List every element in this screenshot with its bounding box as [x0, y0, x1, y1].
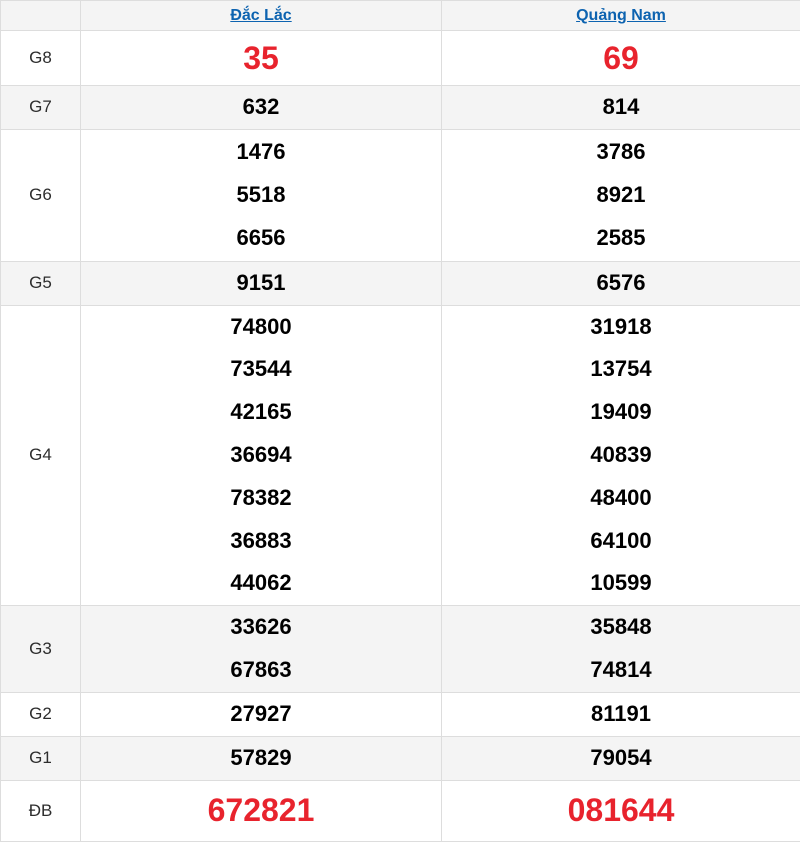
- prize-number: 33626: [81, 606, 441, 649]
- prize-number: 19409: [442, 391, 800, 434]
- province-link-dac-lac[interactable]: Đắc Lắc: [230, 7, 291, 24]
- table-header-row: Đắc Lắc Quảng Nam: [1, 1, 800, 31]
- prize-number: 69: [442, 39, 800, 77]
- prize-number: 36883: [81, 520, 441, 563]
- prize-number: 1476: [81, 131, 441, 174]
- tier-label: G1: [29, 748, 52, 767]
- prize-number: 9151: [81, 262, 441, 305]
- jackpot-number: 081644: [442, 791, 800, 829]
- prize-number: 81191: [442, 693, 800, 736]
- tier-label: G4: [29, 445, 52, 464]
- tier-label: G3: [29, 639, 52, 658]
- table-row-g1: G1 57829 79054: [1, 736, 800, 780]
- prize-number: 57829: [81, 737, 441, 780]
- table-row-db: ĐB 672821 081644: [1, 780, 800, 841]
- header-province-1: Đắc Lắc: [81, 1, 442, 31]
- prize-number: 79054: [442, 737, 800, 780]
- prize-number: 13754: [442, 348, 800, 391]
- prize-number: 8921: [442, 174, 800, 217]
- table-row-g7: G7 632 814: [1, 86, 800, 130]
- prize-number: 64100: [442, 520, 800, 563]
- tier-label: G8: [29, 48, 52, 67]
- tier-label: G7: [29, 97, 52, 116]
- prize-number: 31918: [442, 306, 800, 349]
- table-row-g4: G4 74800 73544 42165 36694 78382 36883 4…: [1, 305, 800, 606]
- prize-number: 74814: [442, 649, 800, 692]
- prize-number: 6656: [81, 217, 441, 260]
- prize-number: 3786: [442, 131, 800, 174]
- prize-number: 27927: [81, 693, 441, 736]
- prize-number: 78382: [81, 477, 441, 520]
- prize-number: 73544: [81, 348, 441, 391]
- prize-number: 40839: [442, 434, 800, 477]
- tier-label: G6: [29, 185, 52, 204]
- prize-number: 48400: [442, 477, 800, 520]
- prize-number: 35: [81, 39, 441, 77]
- tier-label: G5: [29, 273, 52, 292]
- table-row-g8: G8 35 69: [1, 31, 800, 86]
- table-row-g3: G3 33626 67863 35848 74814: [1, 606, 800, 693]
- header-province-2: Quảng Nam: [442, 1, 800, 31]
- table-row-g5: G5 9151 6576: [1, 261, 800, 305]
- table-row-g2: G2 27927 81191: [1, 692, 800, 736]
- table-row-g6: G6 1476 5518 6656 3786 8921 2585: [1, 129, 800, 261]
- prize-number: 35848: [442, 606, 800, 649]
- prize-number: 74800: [81, 306, 441, 349]
- prize-number: 6576: [442, 262, 800, 305]
- prize-number: 44062: [81, 562, 441, 605]
- prize-number: 632: [81, 86, 441, 129]
- tier-label: G2: [29, 704, 52, 723]
- header-empty-cell: [1, 1, 81, 31]
- prize-number: 67863: [81, 649, 441, 692]
- prize-number: 36694: [81, 434, 441, 477]
- prize-number: 42165: [81, 391, 441, 434]
- prize-number: 10599: [442, 562, 800, 605]
- tier-label: ĐB: [29, 801, 53, 820]
- jackpot-number: 672821: [81, 791, 441, 829]
- province-link-quang-nam[interactable]: Quảng Nam: [576, 7, 666, 24]
- prize-number: 2585: [442, 217, 800, 260]
- prize-number: 814: [442, 86, 800, 129]
- prize-number: 5518: [81, 174, 441, 217]
